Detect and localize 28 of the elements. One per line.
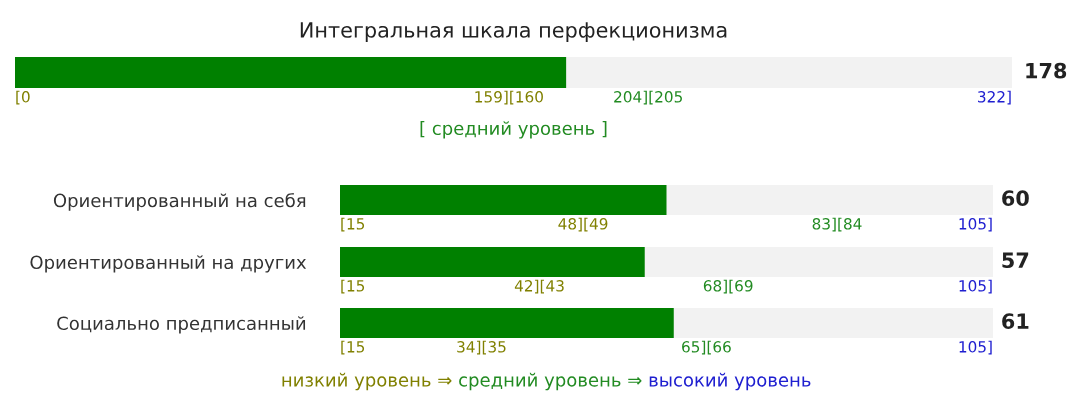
annotation: средний уровень ⇒	[459, 372, 642, 391]
x-tick-label: 65][66	[682, 340, 731, 355]
x-tick-label: 204][205	[614, 90, 682, 105]
x-tick-label: [15	[341, 340, 365, 355]
x-tick-label: 105]	[959, 340, 992, 355]
x-tick-label: 68][69	[703, 279, 753, 294]
text: [ средний уровень ]	[420, 121, 607, 139]
text: 178	[1026, 62, 1067, 79]
x-tick-label: 83][84	[812, 217, 862, 232]
x-tick-label: 159][160	[475, 90, 543, 105]
x-tick-label: 322]	[978, 90, 1011, 105]
x-tick-label: 34][35	[457, 340, 506, 355]
y-tick-label: Социально предписанный	[57, 316, 306, 334]
annotation: низкий уровень ⇒	[282, 372, 452, 391]
text: 61	[1002, 313, 1029, 330]
x-tick-label: [15	[341, 217, 365, 232]
annotation: высокий уровень	[649, 372, 811, 391]
x-tick-label: 48][49	[558, 217, 608, 232]
x-tick-label: 42][43	[514, 279, 564, 294]
x-tick-label: 105]	[959, 217, 992, 232]
x-tick-label: 105]	[959, 279, 992, 294]
x-tick-label: [15	[341, 279, 365, 294]
text: 60	[1002, 190, 1029, 207]
y-tick-label: Ориентированный на других	[30, 255, 307, 273]
text: 57	[1002, 252, 1029, 269]
x-tick-label: [0	[16, 90, 30, 105]
y-tick-label: Ориентированный на себя	[53, 192, 306, 211]
chart-title: Интегральная шкала перфекционизма	[300, 22, 727, 42]
